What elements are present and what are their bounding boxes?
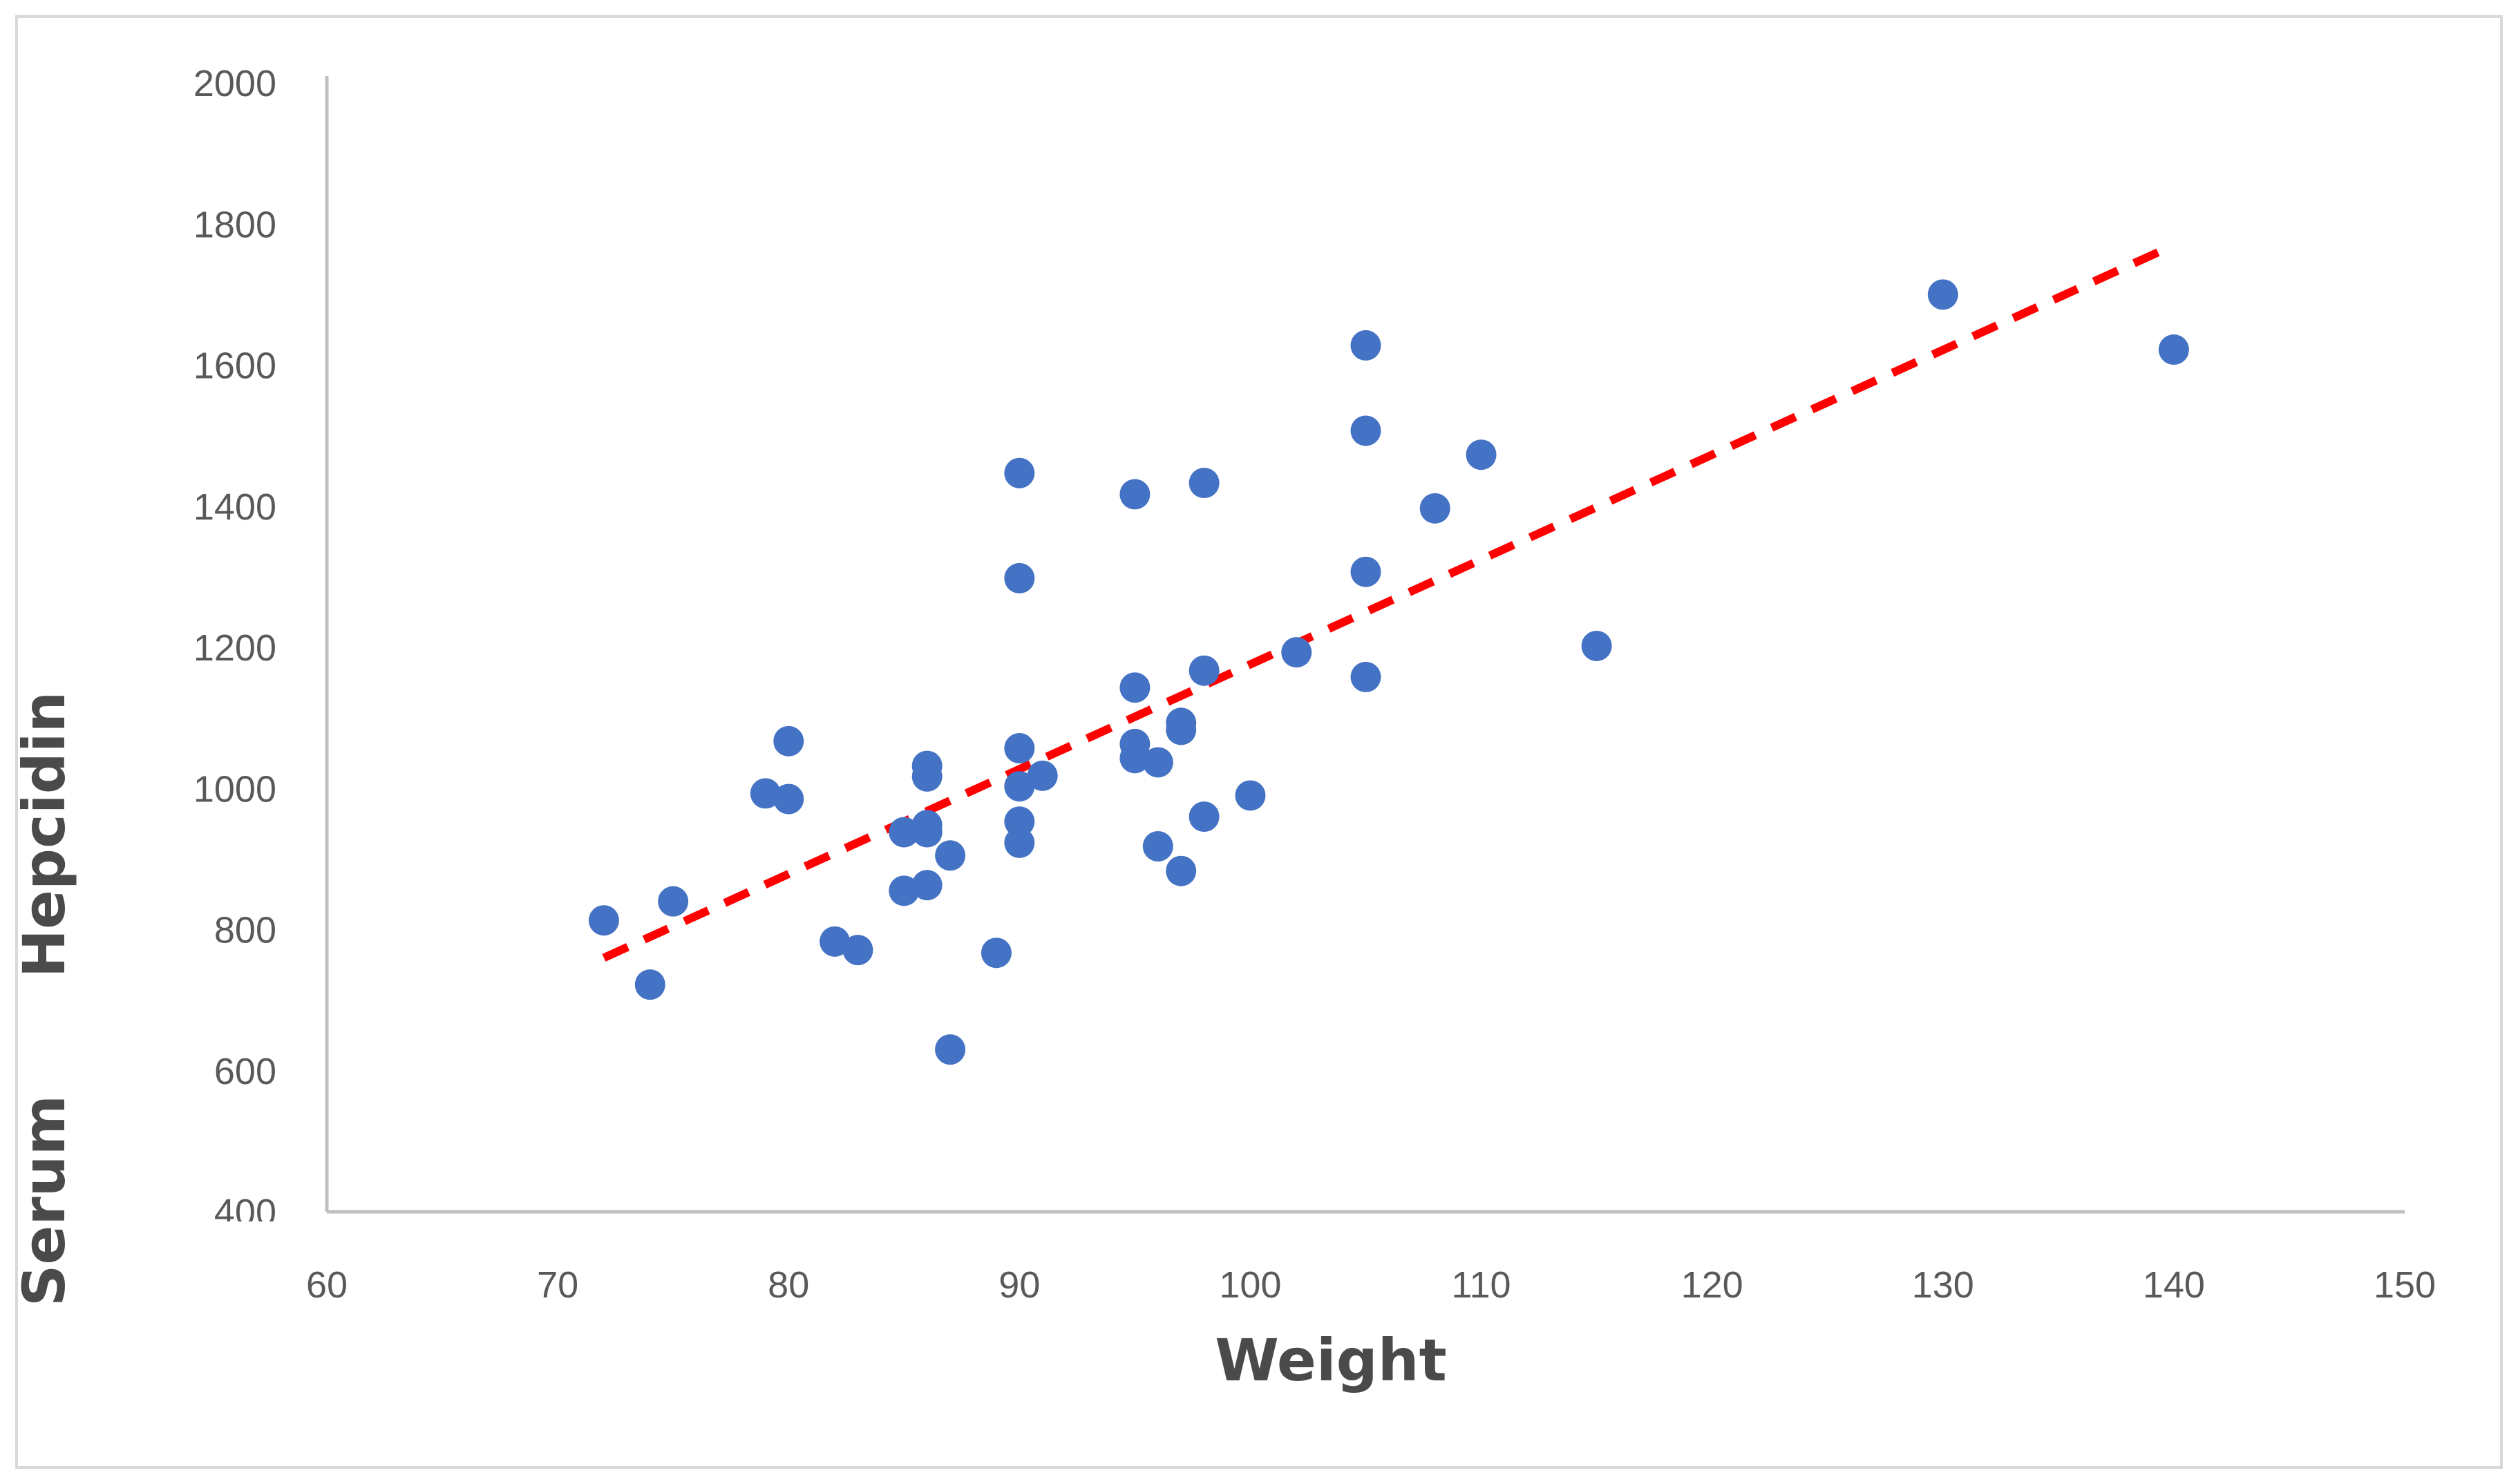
data-point [1350,661,1381,692]
x-tick-label: 100 [1219,1264,1281,1306]
data-point [889,875,920,906]
data-point [588,905,619,936]
data-point [1119,479,1151,510]
data-point [773,725,804,757]
data-point [750,778,781,809]
y-tick-label: 1600 [193,345,276,387]
data-point [911,870,943,901]
x-tick-label: 90 [998,1264,1040,1306]
data-point [1142,830,1173,862]
data-point [1281,637,1312,668]
x-tick-labels: 60 70 80 90 100 110 120 130 140 150 [306,1264,2436,1306]
data-point [935,840,966,871]
y-tick-labels: 400 600 800 1000 1200 1400 1600 1800 2000 [193,63,276,1233]
data-point [1419,493,1450,524]
y-axis-title-lower: Serum [10,1095,78,1306]
data-point [842,935,873,966]
data-point [1581,630,1612,661]
y-tick-label: 400 [214,1192,276,1233]
data-point [1189,468,1220,499]
x-tick-label: 150 [2374,1264,2436,1306]
data-point [1189,655,1220,686]
data-point [1004,771,1035,802]
data-point [1119,743,1151,774]
y-tick-label: 800 [214,910,276,951]
y-tick-label: 1000 [193,768,276,810]
x-tick-label: 120 [1681,1264,1743,1306]
y-tick-label: 1200 [193,627,276,669]
y-tick-label: 1400 [193,486,276,528]
data-points [588,279,2189,1065]
data-point [1350,556,1381,587]
data-point [1189,801,1220,833]
data-point [981,938,1012,969]
data-point [1166,855,1197,886]
data-point [1927,279,1958,310]
x-tick-label: 60 [306,1264,348,1306]
data-point [1142,747,1173,778]
y-tick-label: 2000 [193,63,276,104]
x-tick-label: 80 [768,1264,809,1306]
trendline [602,241,2176,962]
y-tick-label: 1800 [193,204,276,245]
data-point [2158,334,2189,365]
data-point [658,886,689,917]
data-point [911,810,943,841]
data-point [1004,562,1035,593]
x-tick-label: 130 [1912,1264,1974,1306]
x-tick-label: 140 [2143,1264,2205,1306]
data-point [1350,330,1381,361]
data-point [1235,780,1266,811]
data-point [773,783,804,815]
data-point [1004,733,1035,764]
data-point [1004,806,1035,837]
axes [325,76,2405,1214]
data-point [634,969,665,1000]
x-tick-label: 70 [537,1264,578,1306]
data-point [1027,760,1058,791]
chart-border [15,15,2503,1469]
data-point [1466,439,1497,470]
data-point [1166,714,1197,745]
y-axis-title-upper: Hepcidin [10,692,78,978]
data-point [820,926,851,957]
y-tick-label: 600 [214,1051,276,1092]
data-point [889,817,920,848]
x-axis-title: Weight [1215,1326,1447,1394]
data-point [1350,415,1381,446]
data-point [911,750,943,781]
data-point [1004,827,1035,858]
x-tick-label: 110 [1452,1264,1511,1306]
data-point [1119,672,1151,703]
trendline-layer [602,241,2176,962]
data-point [935,1034,966,1065]
data-point [1004,457,1035,488]
